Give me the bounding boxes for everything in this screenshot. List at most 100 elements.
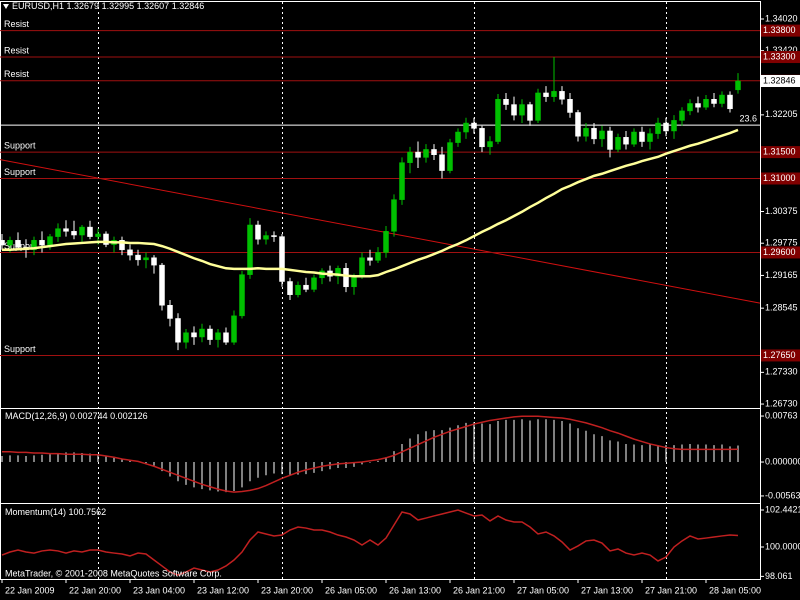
candle-body — [247, 224, 253, 275]
candle-body — [471, 122, 477, 129]
x-tick-label: 22 Jan 2009 — [5, 585, 55, 595]
candle-body — [727, 94, 733, 110]
candle-body — [119, 240, 125, 251]
candle-body — [223, 332, 229, 343]
level-label: 1.29600 — [763, 247, 796, 257]
candle-body — [599, 130, 605, 140]
candle-body — [407, 151, 413, 163]
title-part: 1.32679 — [67, 1, 100, 11]
candle-body — [263, 235, 269, 240]
title-part: 0.002744 — [70, 411, 108, 421]
candle-body — [719, 94, 725, 104]
candle-body — [295, 284, 301, 295]
candle-body — [127, 249, 133, 256]
candle-body — [183, 332, 189, 343]
candle-body — [303, 284, 309, 290]
candle-body — [375, 252, 381, 261]
candle-body — [663, 122, 669, 132]
title-part: 1.32995 — [102, 1, 135, 11]
candle-body — [79, 226, 85, 236]
candle-body — [495, 99, 501, 142]
panel-title: Momentum(14) 100.7562 — [5, 507, 106, 517]
trendline — [0, 159, 761, 304]
candle-body — [423, 149, 429, 158]
candle-body — [711, 99, 717, 104]
candle-body — [703, 99, 709, 108]
candle-body — [607, 130, 613, 150]
y-tick-label: 1.26730 — [765, 398, 798, 408]
y-tick-label: 1.28545 — [765, 303, 798, 313]
y-tick-label: 0.00763 — [765, 410, 798, 420]
candle-body — [439, 154, 445, 171]
x-tick-label: 23 Jan 12:00 — [197, 585, 249, 595]
candle-body — [695, 103, 701, 108]
candle-body — [311, 277, 317, 290]
x-tick-label: 27 Jan 05:00 — [517, 585, 569, 595]
candle-body — [167, 305, 173, 319]
candle-body — [95, 233, 101, 237]
x-tick-label: 26 Jan 13:00 — [389, 585, 441, 595]
candle-body — [447, 142, 453, 171]
candle-body — [455, 131, 461, 143]
copyright: MetaTrader, © 2001-2008 MetaQuotes Softw… — [5, 568, 222, 578]
candle-body — [71, 231, 77, 236]
candle-body — [535, 92, 541, 121]
candle-body — [287, 281, 293, 295]
candle-body — [63, 228, 69, 232]
x-tick-label: 23 Jan 20:00 — [261, 585, 313, 595]
candle-body — [615, 137, 621, 150]
candle-body — [551, 91, 557, 97]
x-tick-label: 26 Jan 21:00 — [453, 585, 505, 595]
frame — [0, 1, 761, 580]
candle-body — [463, 122, 469, 133]
level-label-box — [761, 172, 800, 185]
panel-title: EURUSD,H1 1.32679 1.32995 1.32607 1.3284… — [12, 1, 204, 11]
y-tick-label: 1.32205 — [765, 109, 798, 119]
x-tick-label: 22 Jan 20:00 — [69, 585, 121, 595]
candle-body — [143, 257, 149, 261]
level-label-box — [761, 146, 800, 159]
candle-body — [631, 131, 637, 145]
level-name: Resist — [4, 45, 30, 55]
candle-body — [399, 162, 405, 200]
level-name: Support — [4, 344, 36, 354]
level-name: Resist — [4, 19, 30, 29]
candle-body — [343, 268, 349, 288]
candle-body — [207, 328, 213, 340]
current-price-box — [761, 75, 800, 88]
candle-body — [639, 131, 645, 142]
candle-body — [159, 264, 165, 306]
level-name: Resist — [4, 69, 30, 79]
candle-body — [647, 133, 653, 142]
candle-body — [655, 122, 661, 134]
y-tick-label: 1.30375 — [765, 206, 798, 216]
level-name: Support — [4, 167, 36, 177]
candle-body — [479, 128, 485, 148]
candle-body — [175, 318, 181, 343]
candle-body — [279, 236, 285, 282]
plot-frame — [0, 1, 761, 580]
x-tick-label: 23 Jan 04:00 — [133, 585, 185, 595]
candle-body — [575, 112, 581, 137]
y-tick-label: 1.27330 — [765, 367, 798, 377]
y-tick-label: 1.33420 — [765, 45, 798, 55]
candle-body — [687, 103, 693, 112]
moving-average — [2, 128, 739, 278]
candle-body — [7, 240, 13, 246]
candle-body — [47, 236, 53, 246]
candle-body — [335, 268, 341, 277]
y-tick-label: 0.000000 — [765, 456, 800, 466]
candle-body — [735, 80, 741, 91]
candle-body — [679, 110, 685, 121]
title-part: 100.7562 — [69, 507, 107, 517]
x-tick-label: 27 Jan 13:00 — [581, 585, 633, 595]
candle-body — [151, 257, 157, 266]
candle-body — [103, 233, 109, 245]
candle-body — [239, 274, 245, 317]
candle-body — [567, 99, 573, 113]
fibo-label: 23.6 — [739, 114, 757, 124]
candle-body — [623, 137, 629, 145]
candle-body — [15, 240, 21, 248]
